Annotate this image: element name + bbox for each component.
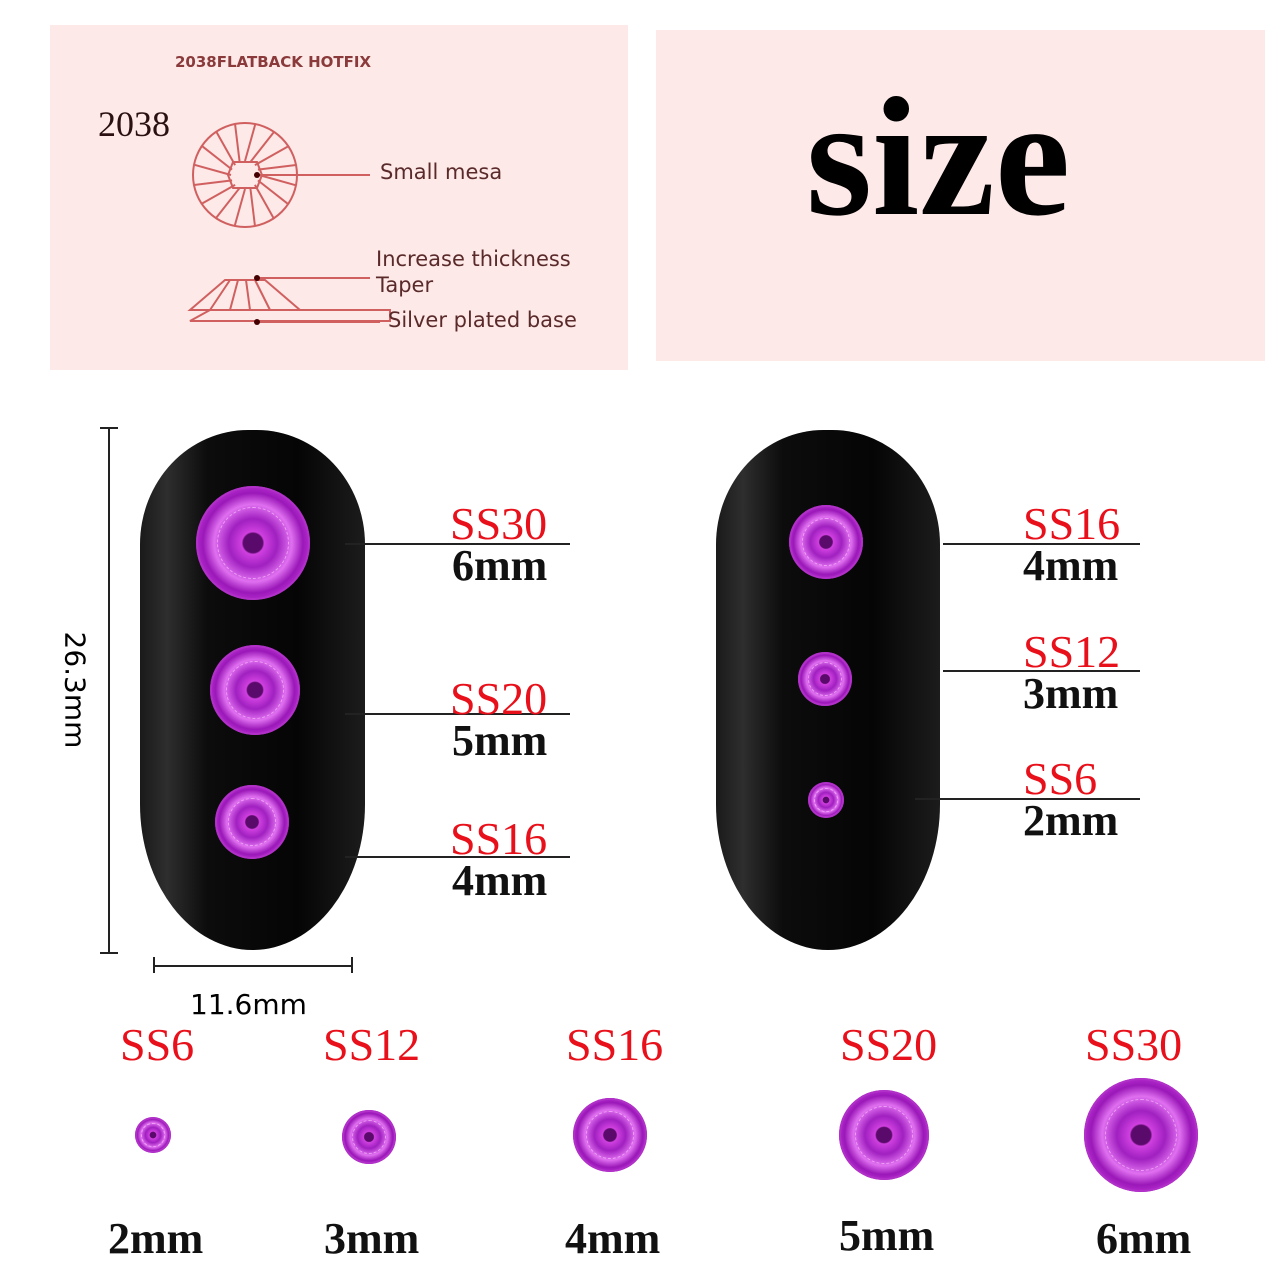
height-tick-top	[100, 427, 118, 429]
diagram-panel: 2038FLATBACK HOTFIX 2038 Small mesa Incr…	[50, 25, 628, 370]
size-mm: 2mm	[1023, 796, 1119, 845]
rhinestone	[789, 505, 863, 579]
width-tick-right	[351, 957, 353, 973]
title: size	[806, 63, 1071, 251]
rhinestone	[573, 1098, 647, 1172]
model-number: 2038	[98, 104, 170, 144]
size-code: SS12	[1023, 626, 1121, 677]
size-code: SS20	[450, 673, 548, 724]
width-dimension-line	[153, 965, 353, 967]
rhinestone	[808, 782, 844, 818]
size-code: SS12	[323, 1019, 421, 1070]
size-code: SS16	[566, 1019, 664, 1070]
width-label: 11.6mm	[190, 988, 307, 1021]
rhinestone-diagram	[187, 122, 391, 325]
diagram-header: 2038FLATBACK HOTFIX	[175, 53, 372, 71]
rhinestone	[342, 1110, 396, 1164]
label-silver-plated-base: Silver plated base	[388, 308, 577, 332]
size-mm: 6mm	[1096, 1214, 1192, 1263]
size-mm: 6mm	[452, 541, 548, 590]
rhinestone	[839, 1090, 929, 1180]
size-code: SS6	[1023, 753, 1098, 804]
rhinestone	[1084, 1078, 1198, 1192]
size-code: SS16	[450, 813, 548, 864]
size-mm: 2mm	[108, 1214, 204, 1263]
size-code: SS30	[450, 498, 548, 549]
rhinestone	[210, 645, 300, 735]
label-small-mesa: Small mesa	[380, 160, 503, 184]
size-code: SS6	[120, 1019, 195, 1070]
rhinestone	[196, 486, 310, 600]
leader-line	[345, 713, 570, 715]
size-mm: 3mm	[324, 1214, 420, 1263]
rhinestone	[135, 1117, 171, 1153]
leader-line	[943, 670, 1140, 672]
height-dimension-line	[108, 427, 110, 954]
rhinestone	[798, 652, 852, 706]
leader-line	[943, 543, 1140, 545]
size-mm: 4mm	[452, 856, 548, 905]
leader-line	[345, 543, 570, 545]
size-mm: 5mm	[839, 1211, 935, 1260]
size-mm: 4mm	[565, 1214, 661, 1263]
size-code: SS16	[1023, 498, 1121, 549]
size-mm: 5mm	[452, 716, 548, 765]
size-code: SS20	[840, 1019, 938, 1070]
leader-line	[345, 856, 570, 858]
rhinestone	[215, 785, 289, 859]
title-panel: size	[656, 30, 1265, 361]
size-mm: 4mm	[1023, 541, 1119, 590]
size-code: SS30	[1085, 1019, 1183, 1070]
size-mm: 3mm	[1023, 669, 1119, 718]
label-taper: Taper	[376, 273, 434, 297]
height-tick-bottom	[100, 952, 118, 954]
leader-line	[915, 798, 1140, 800]
label-increase-thickness: Increase thickness	[376, 247, 571, 271]
width-tick-left	[153, 957, 155, 973]
height-label: 26.3mm	[58, 631, 92, 749]
